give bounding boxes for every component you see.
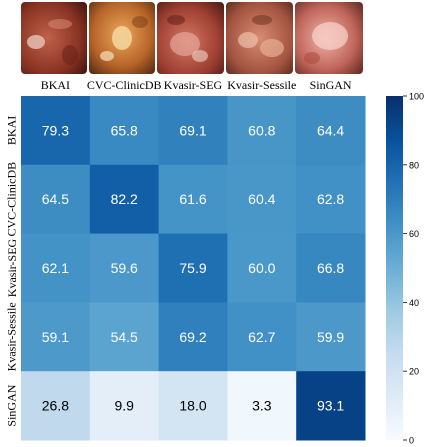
colorbar-tick-label: 20	[409, 367, 419, 377]
heatmap-cell	[227, 233, 297, 303]
cell-value-label: 54.5	[111, 329, 138, 345]
heatmap-cell	[227, 302, 297, 372]
column-label: BKAI	[41, 78, 70, 92]
cell-value-label: 9.9	[114, 398, 134, 414]
cell-value-label: 3.3	[252, 398, 272, 414]
row-label: CVC-ClinicDB	[5, 162, 19, 237]
cell-value-label: 59.6	[111, 260, 138, 276]
cell-value-label: 59.9	[317, 329, 344, 345]
heatmap-value-labels: 79.3 65.8 69.1 60.8 64.4 64.5 82.2 61.6 60.4 62.8…	[42, 122, 345, 413]
row-label: BKAI	[5, 116, 19, 145]
heatmap-cell	[158, 371, 228, 441]
cell-value-label: 64.4	[317, 122, 344, 138]
heatmap-cells	[21, 96, 366, 441]
colorbar	[386, 96, 403, 440]
cell-value-label: 60.0	[248, 260, 275, 276]
cell-value-label: 93.1	[317, 398, 344, 414]
cell-value-label: 75.9	[179, 260, 206, 276]
dataset-thumbnails	[21, 2, 363, 74]
cell-value-label: 26.8	[42, 398, 69, 414]
column-label: Kvasir-SEG	[164, 78, 223, 92]
heatmap-cell	[158, 233, 228, 303]
heatmap-cell	[158, 164, 228, 235]
cell-value-label: 62.1	[42, 260, 69, 276]
cell-value-label: 18.0	[179, 398, 206, 414]
cell-value-label: 66.8	[317, 260, 344, 276]
cell-value-label: 60.4	[248, 191, 275, 207]
cell-value-label: 79.3	[42, 122, 69, 138]
heatmap-cell	[21, 164, 91, 235]
heatmap-cell	[21, 233, 91, 303]
heatmap-cell	[296, 371, 366, 441]
cell-value-label: 59.1	[42, 329, 69, 345]
cell-value-label: 62.8	[317, 191, 344, 207]
thumbnail-image	[226, 2, 293, 74]
column-label: Kvasir-Sessile	[227, 78, 296, 92]
row-label: Kvasir-Sessile	[5, 302, 19, 371]
heatmap-cell	[296, 164, 366, 235]
row-label: SinGAN	[5, 384, 19, 426]
colorbar-tick-label: 60	[409, 229, 419, 239]
heatmap-cell	[89, 233, 160, 303]
thumbnail-image	[89, 2, 155, 74]
colorbar-ticks: 0 20 40 60 80 100	[403, 92, 424, 446]
thumbnail-image	[157, 2, 224, 74]
heatmap-cell	[89, 164, 160, 235]
heatmap-cell	[158, 302, 228, 372]
heatmap-cell	[296, 302, 366, 372]
heatmap-cell	[296, 233, 366, 303]
cell-value-label: 69.1	[179, 122, 206, 138]
cell-value-label: 60.8	[248, 122, 275, 138]
column-label: SinGAN	[310, 78, 352, 92]
heatmap-cell	[21, 302, 91, 372]
heatmap-cell	[89, 371, 160, 441]
colorbar-tick-label: 100	[409, 92, 424, 102]
cell-value-label: 62.7	[248, 329, 275, 345]
column-label: CVC-ClinicDB	[87, 78, 162, 92]
heatmap-cell	[158, 96, 228, 166]
heatmap-cell	[227, 164, 297, 235]
colorbar-tick-label: 80	[409, 160, 419, 170]
heatmap-cell	[296, 96, 366, 166]
heatmap-cell	[21, 96, 91, 166]
column-labels: BKAI CVC-ClinicDB Kvasir-SEG Kvasir-Sessile…	[41, 78, 352, 92]
heatmap-cell	[89, 96, 160, 166]
cell-value-label: 82.2	[111, 191, 138, 207]
row-label: Kvasir-SEG	[5, 238, 19, 297]
cell-value-label: 61.6	[179, 191, 206, 207]
cell-value-label: 65.8	[111, 122, 138, 138]
heatmap-cell	[89, 302, 160, 372]
heatmap-cell	[227, 96, 297, 166]
colorbar-tick-label: 40	[409, 298, 419, 308]
heatmap-cell	[21, 371, 91, 441]
colorbar-tick-label: 0	[409, 436, 414, 446]
thumbnail-image	[21, 2, 87, 74]
thumbnail-image	[295, 2, 363, 74]
heatmap-cell	[227, 371, 297, 441]
cell-value-label: 69.2	[179, 329, 206, 345]
cell-value-label: 64.5	[42, 191, 69, 207]
